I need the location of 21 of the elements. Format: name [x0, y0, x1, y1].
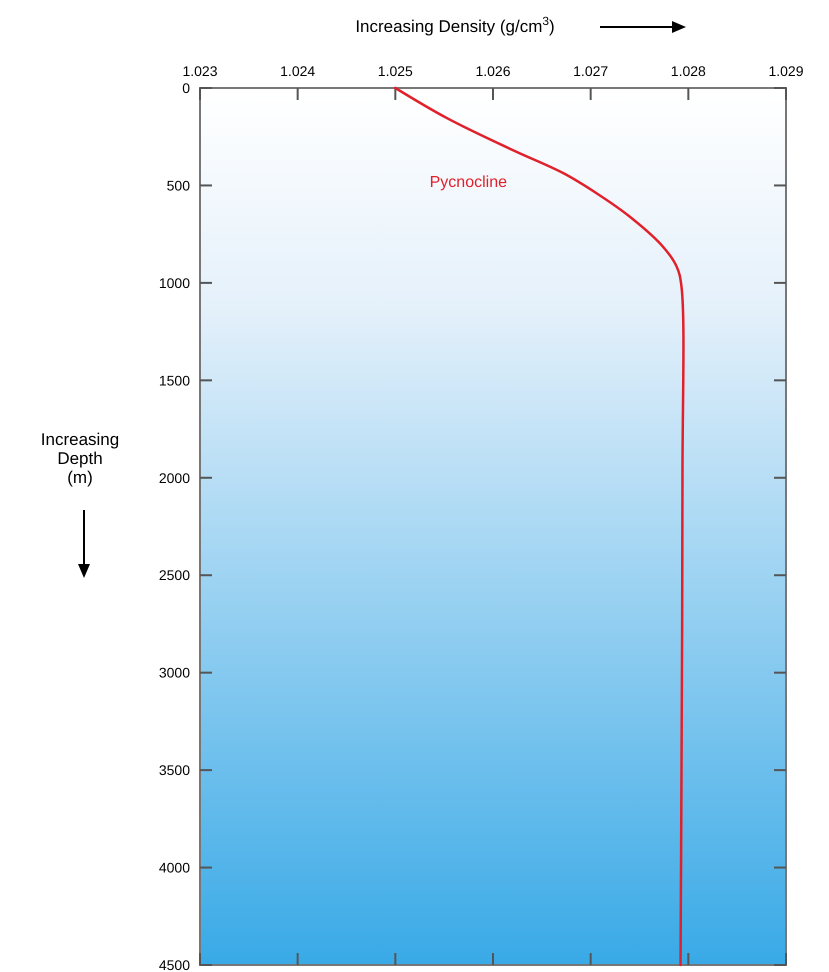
x-tick-label: 1.029: [768, 63, 804, 79]
x-axis-title: Increasing Density (g/cm$^{3}$): [355, 14, 555, 36]
x-tick-label: 1.027: [573, 63, 608, 79]
y-tick-label: 2000: [158, 470, 190, 486]
x-tick-label: 1.028: [670, 63, 706, 79]
y-tick-label: 4500: [158, 957, 190, 972]
x-tick-label: 1.023: [182, 63, 218, 79]
y-tick-label: 3000: [158, 664, 190, 681]
series-label: Pycnocline: [430, 174, 508, 192]
y-tick-label: 1500: [158, 372, 190, 388]
x-tick-label: 1.025: [378, 63, 414, 79]
y-tick-label: 2500: [158, 567, 190, 584]
x-tick-label: 1.026: [475, 63, 511, 79]
y-tick-label: 3500: [158, 762, 190, 778]
y-tick-label: 0: [182, 80, 190, 96]
y-tick-label: 4000: [158, 860, 190, 876]
y-tick-label: 1000: [158, 274, 190, 291]
y-tick-label: 500: [166, 177, 190, 194]
y-axis-title: Increasing Depth (m): [40, 430, 120, 487]
x-tick-label: 1.024: [280, 63, 316, 79]
line-series: [394, 86, 685, 966]
